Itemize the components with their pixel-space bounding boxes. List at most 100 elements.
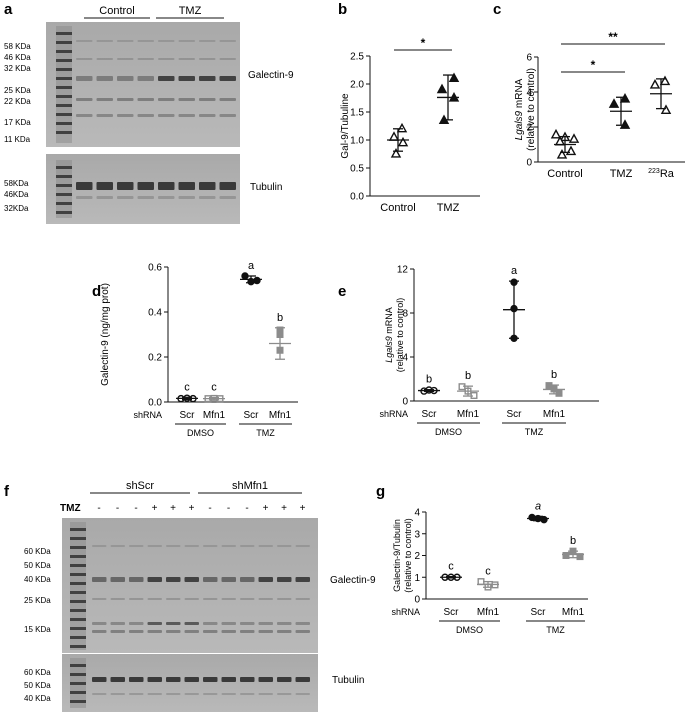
blot-band (219, 98, 236, 101)
blot-band (178, 196, 195, 199)
y-tick-label: 0 (414, 595, 420, 606)
lane-sign: - (245, 503, 248, 514)
blot-band (295, 677, 310, 682)
group-label: DMSO (456, 625, 483, 635)
row-label-shrna: shRNA (133, 410, 162, 420)
blot-band (129, 598, 144, 600)
blot-band (221, 677, 236, 682)
significance-star: ** (608, 30, 618, 44)
blot-a-group-tmz: TMZ (179, 5, 202, 17)
blot-ladder-band (70, 537, 86, 540)
chart-b: 0.0 0.5 1.0 1.5 2.0 2.5 Gal-9/Tubuline Control T… (340, 36, 480, 214)
blot-band (166, 622, 181, 625)
blot-band (76, 40, 93, 42)
blot-a-galectin-bands (56, 26, 236, 143)
blot-band (158, 196, 175, 199)
blot-band (137, 58, 154, 60)
blot-band (178, 40, 195, 42)
blot-f-marker: 40 KDa (24, 694, 51, 703)
lane-sign: - (116, 503, 119, 514)
y-tick-label: 4 (402, 353, 408, 364)
blot-band (92, 545, 107, 547)
blot-ladder-band (56, 104, 72, 107)
blot-band (258, 622, 273, 625)
chart-d: 0.0 0.2 0.4 0.6 Galectin-9 (ng/mg prot) c c a b s… (100, 260, 298, 438)
blot-band (199, 114, 216, 117)
blot-band (219, 196, 236, 199)
lane-sign: + (263, 503, 269, 514)
y-tick-label: 4 (526, 88, 532, 99)
blot-ladder-band (56, 50, 72, 53)
blot-band (147, 677, 162, 682)
blot-band (117, 58, 134, 60)
blot-band (240, 630, 255, 633)
blot-ladder-band (70, 673, 86, 676)
blot-a-marker: 46 KDa (4, 53, 31, 62)
blot-band (137, 98, 154, 101)
blot-f-marker: 50 KDa (24, 681, 51, 690)
blot-band (178, 182, 195, 190)
y-axis-label: Galectin-9 (ng/mg prot) (100, 283, 111, 386)
blot-band (240, 693, 255, 695)
blot-ladder-band (70, 618, 86, 621)
lane-sign: + (170, 503, 176, 514)
blot-ladder-band (70, 564, 86, 567)
x-tick-label: Mfn1 (269, 410, 292, 421)
blot-band (199, 58, 216, 60)
blot-f-galectin-membrane (62, 518, 318, 653)
blot-ladder-band (70, 682, 86, 685)
row-label-shrna: shRNA (379, 409, 408, 419)
data-point (388, 131, 400, 141)
x-tick-label: TMZ (610, 168, 633, 180)
x-tick-label: Mfn1 (562, 607, 585, 618)
blot-a-marker: 11 KDa (4, 135, 31, 144)
x-tick-label: Scr (531, 607, 547, 618)
blot-band (219, 58, 236, 60)
y-tick-label: 0 (526, 158, 532, 169)
blot-ladder-band (70, 582, 86, 585)
blot-band (92, 693, 107, 695)
blot-band (166, 693, 181, 695)
blot-band (221, 545, 236, 547)
significance-letter: b (277, 312, 283, 324)
x-tick-label: Scr (422, 409, 438, 420)
blot-f-tubulin-bands (70, 658, 310, 708)
x-tick-label: Scr (244, 410, 260, 421)
y-axis-label: Galectin-9/Tubulin (392, 519, 402, 592)
blot-band (147, 630, 162, 633)
y-axis-label-secondary: (relative to control) (403, 518, 413, 593)
blot-ladder-band (56, 68, 72, 71)
blot-band (219, 76, 236, 81)
group-label: TMZ (525, 427, 544, 437)
blot-band (92, 577, 107, 582)
blot-band (258, 677, 273, 682)
significance-letter: b (551, 369, 557, 381)
lane-sign: + (189, 503, 195, 514)
blot-band (295, 630, 310, 633)
data-point (568, 133, 580, 143)
significance-letter: b (570, 535, 576, 547)
blot-f-group-shscr: shScr (126, 480, 154, 492)
blot-band (199, 182, 216, 190)
blot-ladder-band (56, 95, 72, 98)
blot-band (178, 98, 195, 101)
data-point (660, 104, 672, 115)
panel-b-label: b (338, 1, 347, 18)
data-point (619, 119, 631, 129)
lane-sign: - (227, 503, 230, 514)
blot-band (184, 677, 199, 682)
panel-a-label: a (4, 1, 13, 18)
blot-ladder-band (70, 546, 86, 549)
y-tick-label: 0.6 (148, 263, 162, 274)
significance-letter: b (426, 374, 432, 386)
y-tick-label: 3 (414, 529, 420, 540)
chart-c: 0 2 4 6 Lgals9 mRNA (relative to control) Cont… (514, 30, 685, 180)
blot-band (129, 545, 144, 547)
blot-band (76, 98, 93, 101)
panel-g-label: g (376, 483, 385, 500)
lane-sign: + (281, 503, 287, 514)
blot-band (110, 630, 125, 633)
blot-ladder-band (56, 175, 72, 178)
blot-f-tubulin-label: Tubulin (332, 675, 364, 686)
blot-band (277, 545, 292, 547)
